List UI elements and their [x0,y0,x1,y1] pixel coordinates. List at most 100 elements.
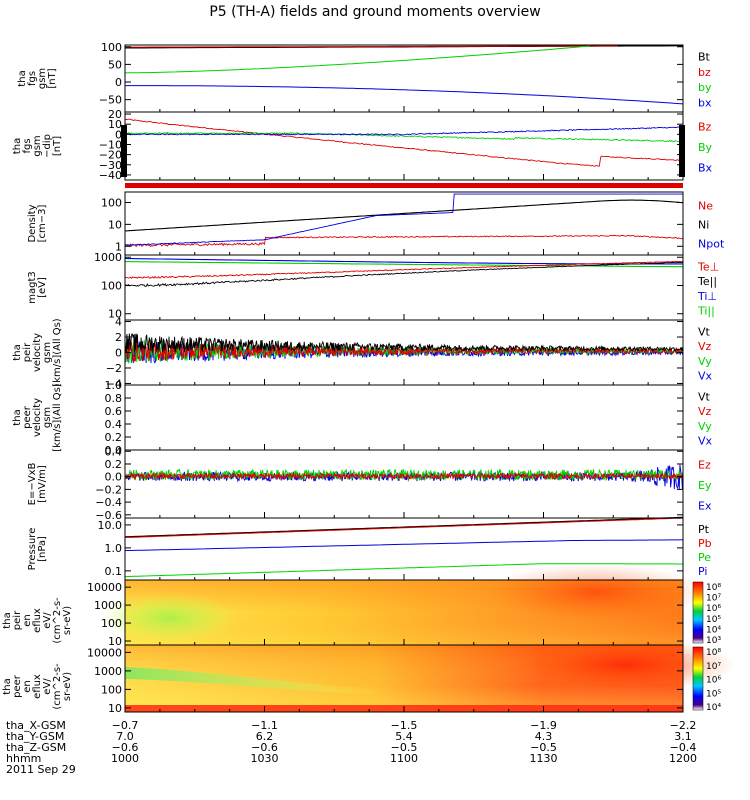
panel-temperature-legend-green: Ti|| [697,305,715,318]
panel-ion_eflux-colorbar [692,581,704,644]
panel-electron_eflux-ylabel-line: (cm^2-s- [52,663,63,710]
footer-z-value: −0.6 [111,741,139,754]
panel-ion_eflux-ytick-label: 10 [108,635,122,648]
ni-line [124,199,684,232]
panel-ion_eflux-ylabel-line: (cm^2-s- [52,597,63,644]
npot-line [124,193,683,246]
panel-electron_eflux-colorbar [692,646,704,711]
bx-line [125,85,684,105]
panel-ion_velocity-legend-red: Vz [698,340,712,353]
panel-fgs_dip-ytick-label: −40 [99,169,122,182]
panel-electron_eflux-colorbar-tick: 10⁴ [706,703,721,713]
panel-ion_eflux-colorbar-tick: 10⁸ [706,583,721,593]
panel-fgs_dip-ylabel-line: gsm [32,135,43,156]
panel-temperature-ylabel-line: magt3 [27,271,38,304]
bz-line [125,45,618,48]
panel-ion_velocity-ylabel-line: tha [12,344,23,360]
panel-ion_eflux-ylabel-line: peir [12,610,23,630]
panel-efield-legend-green: Ey [698,479,712,492]
ti-perp-line [124,257,683,265]
footer-z-value: −0.6 [251,741,278,754]
bx-dip-line [124,126,684,136]
panel-ion_velocity-ytick-label: 4 [115,316,122,329]
panel-electron_eflux-colorbar-tick: 10⁷ [706,662,721,672]
ez-line [124,471,684,481]
panel-pressure-ytick-label: 1.0 [105,542,123,555]
panel-density-ytick-label: 100 [101,196,122,209]
panel-density-ylabel-line: [cm−3] [37,205,48,243]
panel-efield-ytick-label: 0.2 [105,458,123,471]
panel-fgs_dip-ytick-label: −20 [99,149,122,162]
ne-line [124,234,684,248]
te-par-line [124,261,684,288]
panel-efield-ylabel-line: [mV/m] [37,465,48,503]
panel-pressure-ylabel-line: [nPa] [37,536,48,562]
panel-fgs_dip-ylabel-line: −dip [42,134,53,158]
panel-ion_eflux-colorbar-tick: 10⁶ [706,604,721,614]
panel-fgs_dip-ylabel: tha fgs gsm −dip [nT] [12,134,63,158]
pb-line [124,517,684,538]
panel-electron_eflux-ytick-label: 10 [108,702,122,715]
panel-ion_velocity-ytick-label: 2 [115,331,122,344]
panel-fgs-ylabel-line: [nT] [47,68,58,88]
panel-pressure-legend-black: Pt [698,523,710,536]
panel-pressure-legend-blue: Pi [698,565,707,578]
panel-electron_velocity-ylabel-line: gsm [42,407,53,428]
panel-fgs_dip-ytick-label: −10 [99,138,122,151]
panel-temperature-ytick-label: 100 [101,279,122,292]
panel-ion_velocity-legend-blue: Vx [698,370,713,383]
panel-electron_velocity-legend-black: Vt [698,390,711,403]
footer-label: tha_Z-GSM [6,741,67,754]
footer-z-value: −0.5 [390,741,418,754]
panel-electron_velocity-ylabel-line: velocity [32,398,43,437]
panel-electron_eflux-ylabel: tha peer en eflux eV/(cm^2-s-sr-eV) [2,663,73,710]
panel-efield-ytick-label: 0.0 [105,471,123,484]
panel-density-legend-blue: Npot [698,238,725,251]
panel-fgs-ytick-label: 100 [101,41,122,54]
panel-electron_eflux-ylabel-line: sr-eV) [62,672,73,701]
panel-ion_eflux-colorbar-tick: 10⁴ [706,625,721,635]
footer-time-value: 1100 [390,752,418,765]
ion-hot-population [485,564,705,620]
panel-fgs_dip-ytick-label: 0 [115,128,122,141]
footer-time-value: 1200 [669,752,697,765]
panel-ion_velocity-ytick-label: 0 [115,347,122,360]
footer-x-value: −1.9 [530,719,557,732]
panel-electron_velocity-ylabel-line: [km/s](All Qs) [52,383,63,451]
panel-ion_velocity-legend-black: Vt [698,325,711,338]
panel-pressure-ylabel-line: Pressure [27,528,38,571]
panel-ion_eflux-ylabel-line: eflux [32,608,43,633]
panel-pressure-legend-green: Pe [698,551,711,564]
footer-z-value: −0.5 [530,741,557,754]
panel-electron_velocity-ylabel-line: tha [12,409,23,425]
panel-fgs-ytick-label: 50 [108,58,122,71]
panel-electron_velocity-ytick-label: 1.0 [105,379,123,392]
panel-electron_eflux-ytick-label: 1000 [94,665,122,678]
panel-electron_velocity-ytick-label: 0.2 [105,431,123,444]
panel-ion_velocity-ytick-label: −4 [106,377,122,390]
bz-dip-line [124,118,684,167]
panel-fgs-ytick-label: 0 [115,76,122,89]
panel-fgs_dip-legend-blue: Bx [698,162,713,175]
panel-temperature-ylabel: magt3 [eV] [27,271,48,304]
footer-time-value: 1000 [111,752,139,765]
panel-fgs-ylabel-line: fgs [27,71,38,86]
panel-ion_eflux-colorbar-tick: 10⁷ [706,594,721,604]
by-dip-line [124,132,683,143]
panel-electron_velocity-ytick-label: 0.6 [105,405,123,418]
footer-label: tha_Y-GSM [6,730,65,743]
panel-ion_eflux-colorbar-tick: 10³ [706,636,721,646]
panel-fgs-ylabel-line: gsm [37,68,48,89]
mode-bar [125,183,683,188]
panel-electron_velocity-ylabel: tha peer velocity gsm [km/s](All Qs) [12,383,63,451]
panel-electron_velocity-legend-green: Vy [698,420,712,433]
vz-ion-line [124,340,684,362]
panel-efield-ytick-label: −0.6 [95,509,122,522]
footer-y-value: 6.2 [255,730,274,743]
vt-ion-line [124,333,684,353]
panel-electron_eflux-ylabel-line: eV/ [42,678,53,695]
panel-electron_velocity-ytick-label: 0.4 [105,418,123,431]
panel-efield-ylabel: E=−VxB [mV/m] [27,463,48,506]
panel-electron_velocity-frame [124,384,684,451]
